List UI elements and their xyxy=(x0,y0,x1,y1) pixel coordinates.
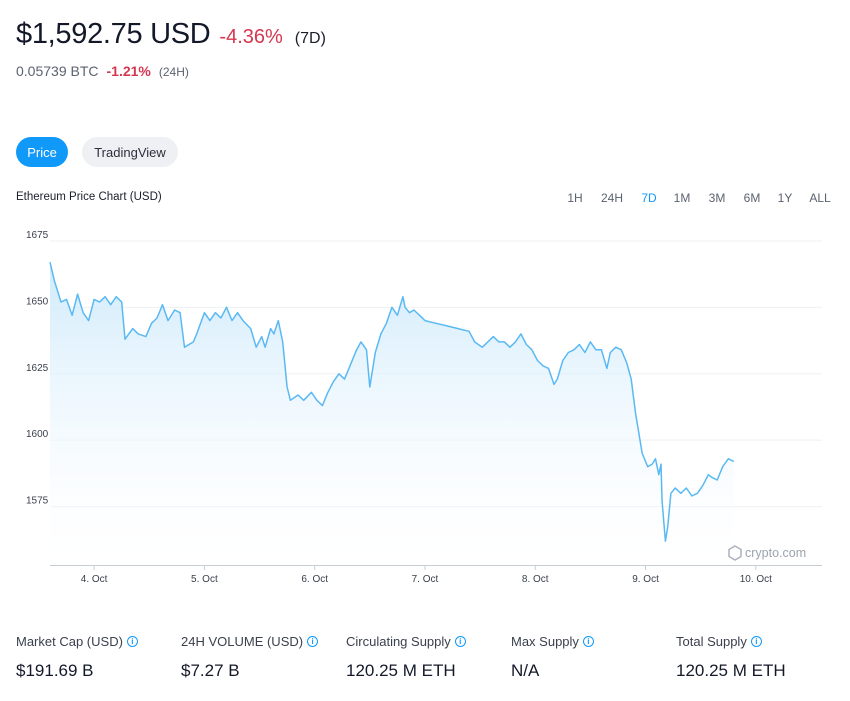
watermark-text: crypto.com xyxy=(745,546,806,560)
stat-circulating-supply: Circulating Supply i 120.25 M ETH xyxy=(346,634,466,681)
info-icon[interactable]: i xyxy=(582,636,594,647)
stat-value: $7.27 B xyxy=(181,661,240,680)
stat-max-supply: Max Supply i N/A xyxy=(511,634,594,681)
price-chart[interactable]: 1575 1600 1625 1650 1675 4. Oct 5. Oct 6. Oct 7… xyxy=(0,225,850,595)
btc-price-row: 0.05739 BTC -1.21% (24H) xyxy=(16,63,189,79)
x-axis: 4. Oct 5. Oct 6. Oct 7. Oct 8. Oct 9. Oct 10. … xyxy=(81,565,772,585)
price-area xyxy=(50,262,734,565)
x-tick-label: 9. Oct xyxy=(632,574,659,585)
stat-value: 120.25 M ETH xyxy=(346,661,456,680)
stat-market-cap: Market Cap (USD) i $191.69 B xyxy=(16,634,138,681)
chart-title: Ethereum Price Chart (USD) xyxy=(16,191,162,203)
stat-total-supply: Total Supply i 120.25 M ETH xyxy=(676,634,786,681)
stat-value: 120.25 M ETH xyxy=(676,661,786,680)
info-icon[interactable]: i xyxy=(307,636,319,647)
price-change: -4.36% xyxy=(219,26,283,48)
crypto-com-logo: crypto.com xyxy=(728,545,806,561)
time-range-selector: 1H 24H 7D 1M 3M 6M 1Y ALL xyxy=(0,191,850,205)
stat-label: Total Supply xyxy=(676,634,747,649)
range-7d[interactable]: 7D xyxy=(641,191,657,205)
range-3m[interactable]: 3M xyxy=(708,191,726,205)
range-6m[interactable]: 6M xyxy=(743,191,761,205)
current-price: $1,592.75 USD xyxy=(16,18,211,50)
stat-label: Market Cap (USD) xyxy=(16,634,123,649)
stat-24h-volume: 24H VOLUME (USD) i $7.27 B xyxy=(181,634,319,681)
x-tick-label: 5. Oct xyxy=(191,574,218,585)
y-tick-label: 1650 xyxy=(26,296,49,307)
x-tick-label: 8. Oct xyxy=(522,574,549,585)
x-tick-label: 7. Oct xyxy=(412,574,439,585)
y-tick-label: 1600 xyxy=(26,429,49,440)
info-icon[interactable]: i xyxy=(750,636,762,647)
y-tick-label: 1625 xyxy=(26,363,49,374)
range-1m[interactable]: 1M xyxy=(673,191,691,205)
tab-tradingview[interactable]: TradingView xyxy=(82,137,178,167)
range-all[interactable]: ALL xyxy=(809,191,831,205)
x-tick-label: 6. Oct xyxy=(301,574,328,585)
price-line xyxy=(49,262,735,542)
btc-change-period: (24H) xyxy=(158,65,189,79)
btc-price: 0.05739 BTC xyxy=(16,63,99,79)
stat-value: N/A xyxy=(511,661,540,680)
stat-label: Max Supply xyxy=(511,634,579,649)
y-tick-label: 1675 xyxy=(26,230,49,241)
btc-change: -1.21% xyxy=(106,63,151,79)
range-1y[interactable]: 1Y xyxy=(777,191,793,205)
stat-label: Circulating Supply xyxy=(346,634,451,649)
range-24h[interactable]: 24H xyxy=(600,191,624,205)
x-tick-label: 4. Oct xyxy=(81,574,108,585)
price-header: $1,592.75 USD -4.36% (7D) xyxy=(16,18,326,51)
info-icon[interactable]: i xyxy=(126,636,138,647)
tab-price[interactable]: Price xyxy=(16,137,68,167)
x-tick-label: 10. Oct xyxy=(740,574,772,585)
y-tick-label: 1575 xyxy=(26,496,49,507)
crypto-com-logo-icon xyxy=(728,545,742,561)
info-icon[interactable]: i xyxy=(454,636,466,647)
stat-label: 24H VOLUME (USD) xyxy=(181,634,304,649)
y-axis: 1575 1600 1625 1650 1675 xyxy=(26,230,49,507)
range-1h[interactable]: 1H xyxy=(567,191,583,205)
stat-value: $191.69 B xyxy=(16,661,94,680)
price-change-period: (7D) xyxy=(294,30,326,47)
